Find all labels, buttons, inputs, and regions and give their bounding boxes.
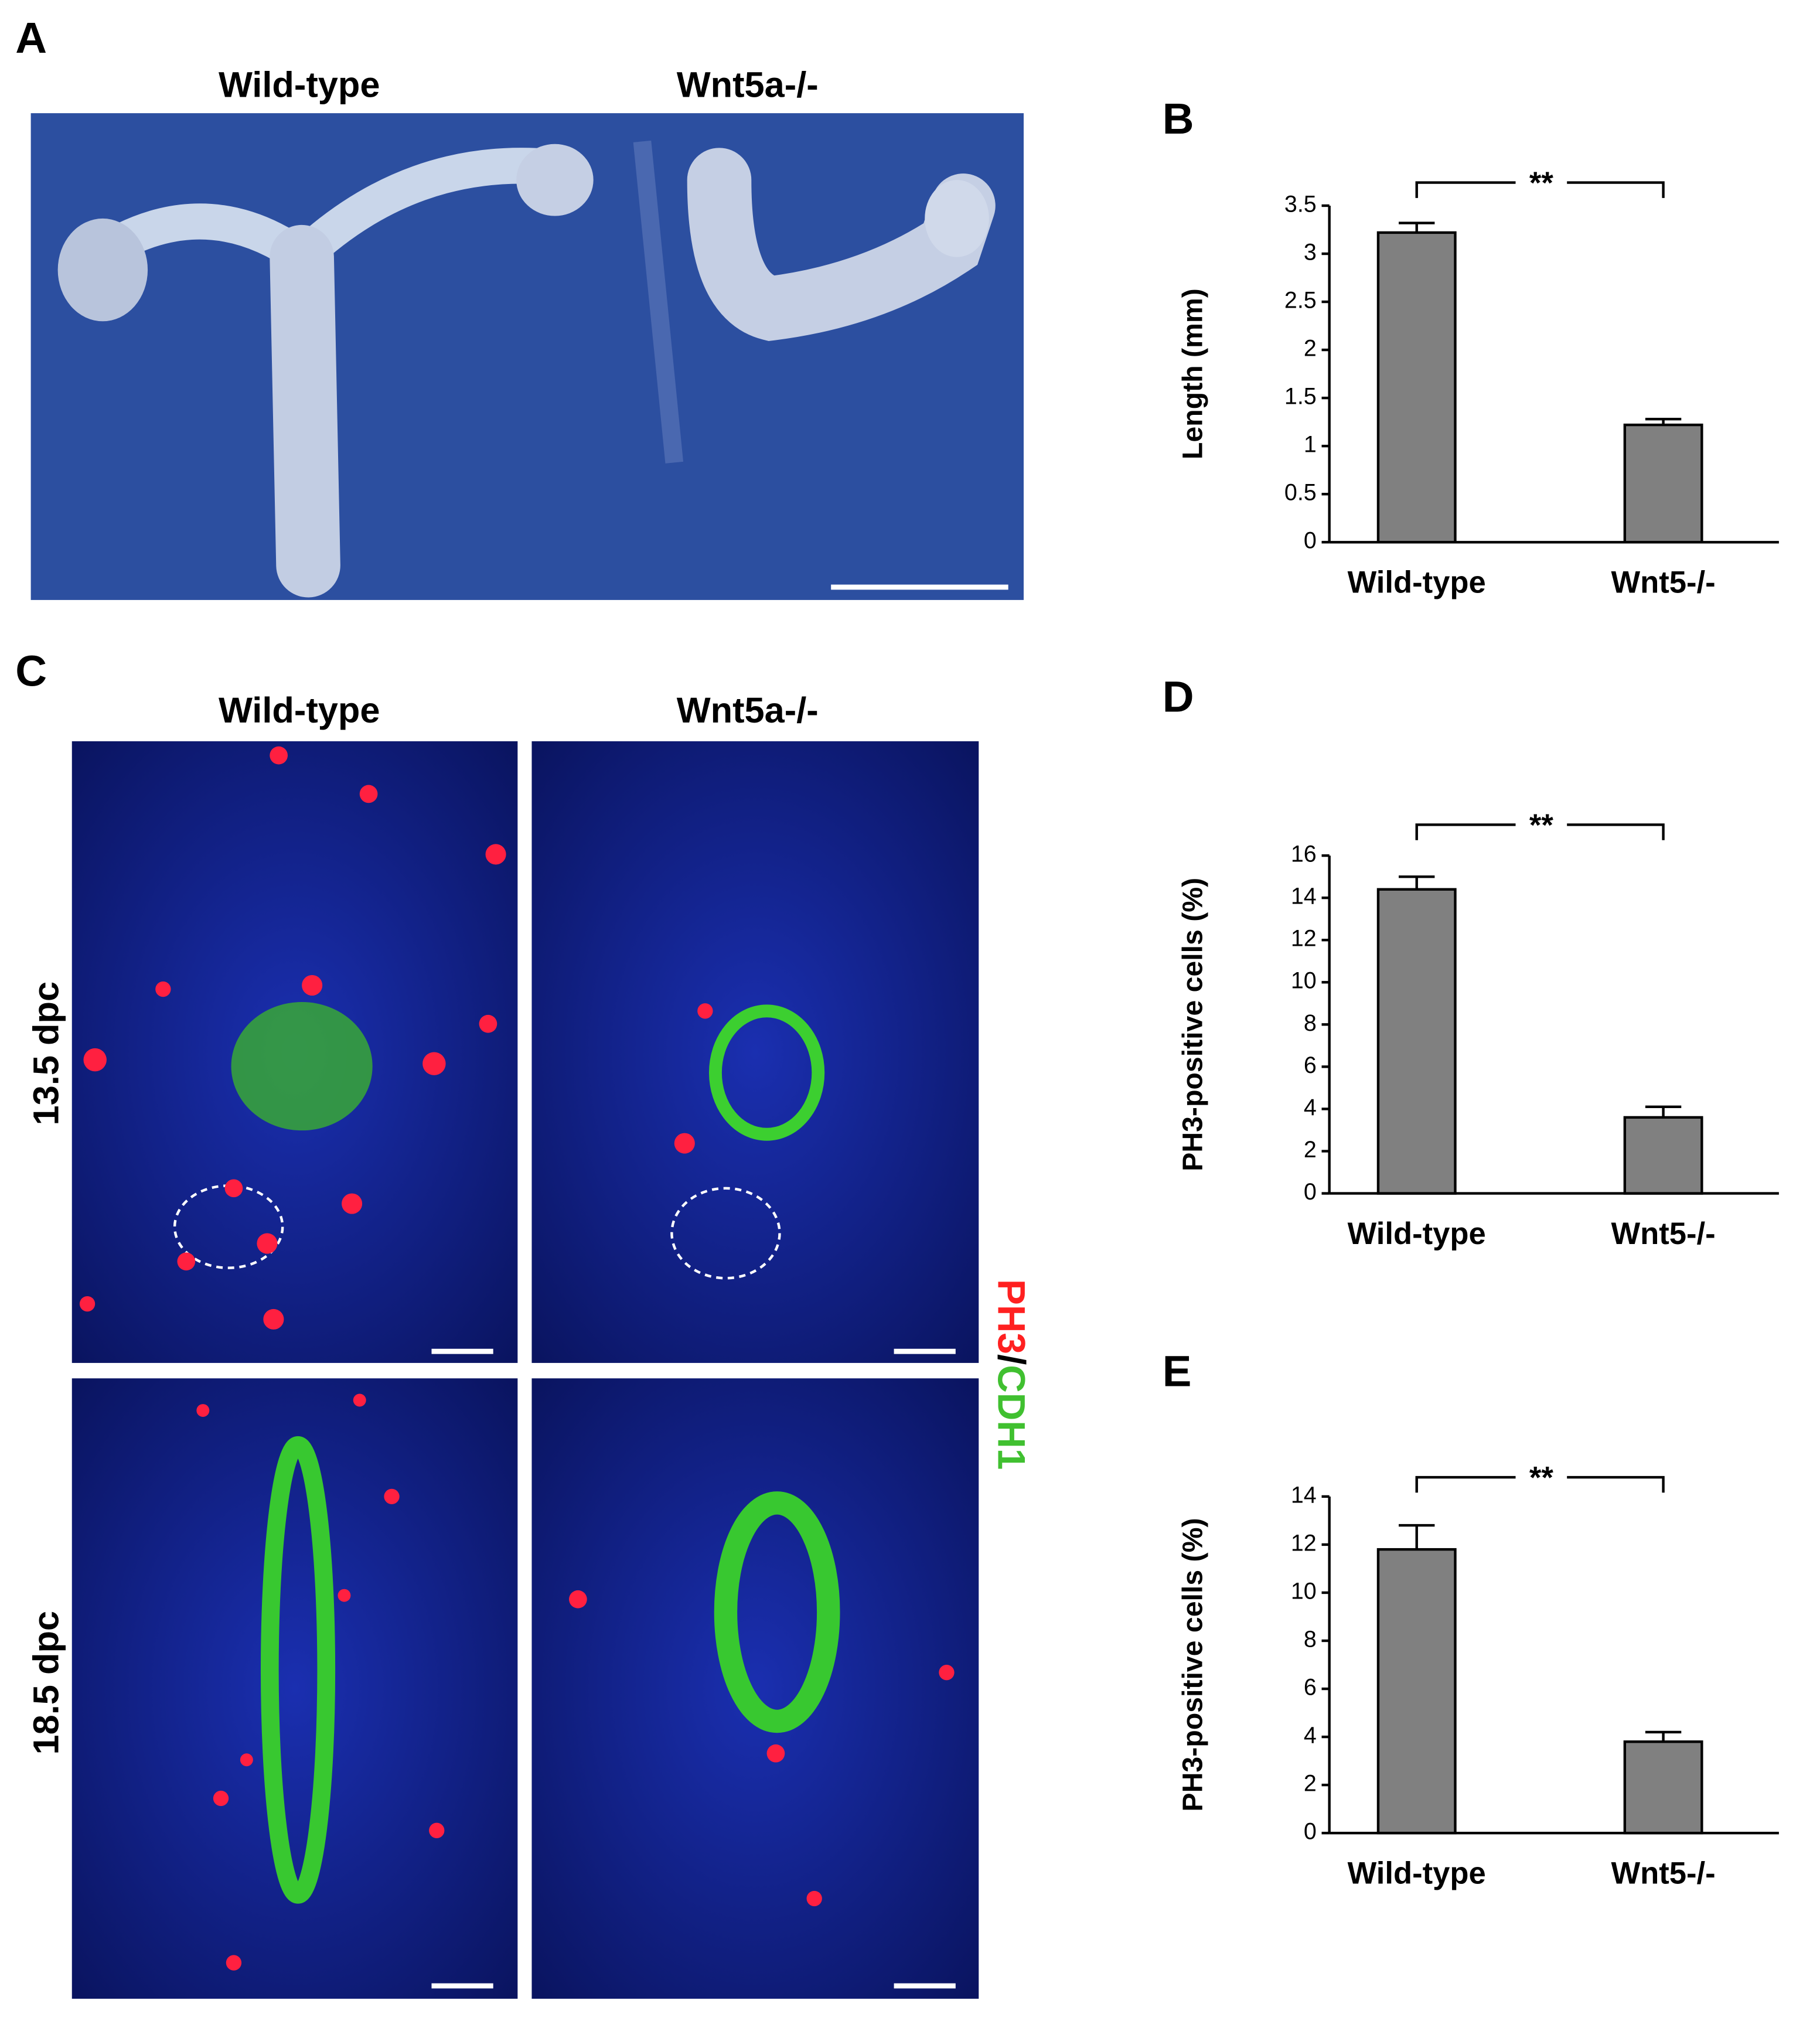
y-tick-label: 3 (1304, 239, 1317, 265)
bar (1623, 1740, 1703, 1835)
y-tick-label: 0.5 (1284, 480, 1317, 506)
bracket-gap (1515, 812, 1567, 838)
column-label: Wild-type (219, 690, 380, 731)
row-label: 13.5 dpc (26, 982, 67, 1126)
y-tick-label: 4 (1304, 1723, 1317, 1749)
stain-label: PH3/CDH1 (990, 1279, 1033, 1470)
y-tick-label: 6 (1304, 1052, 1317, 1078)
y-tick-label: 2.5 (1284, 287, 1317, 313)
photo-a (30, 113, 1024, 600)
panel-label: E (1163, 1347, 1192, 1395)
panel-label: B (1163, 94, 1194, 143)
y-tick-label: 4 (1304, 1095, 1317, 1120)
error-bar (1645, 1105, 1682, 1117)
x-tick-label: Wnt5-/- (1611, 1856, 1715, 1890)
row-label: 18.5 dpc (26, 1611, 67, 1755)
stain: PH3 (990, 1279, 1033, 1354)
y-tick-label: 0 (1304, 528, 1317, 554)
y-tick-label: 3.5 (1284, 191, 1317, 217)
y-tick-label: 8 (1304, 1626, 1317, 1652)
x-tick-label: Wild-type (1348, 1216, 1486, 1251)
panel-label: D (1163, 673, 1194, 721)
y-axis-label: PH3-positive cells (%) (1177, 1518, 1208, 1811)
y-tick-label: 10 (1291, 1578, 1317, 1604)
error-bar (1645, 1730, 1682, 1742)
panel-label: A (15, 13, 47, 62)
annotation: ** (1529, 166, 1553, 200)
y-axis-label: Length (mm) (1177, 288, 1208, 459)
column-label: Wild-type (219, 65, 380, 105)
x-tick-label: Wnt5-/- (1611, 565, 1715, 599)
y-tick-label: 0 (1304, 1179, 1317, 1205)
y-tick-label: 2 (1304, 1137, 1317, 1163)
y-tick-label: 6 (1304, 1674, 1317, 1700)
y-tick-label: 2 (1304, 1771, 1317, 1797)
y-tick-label: 1 (1304, 432, 1317, 458)
error-bar (1399, 1524, 1435, 1550)
y-tick-label: 16 (1291, 841, 1317, 867)
y-tick-label: 1.5 (1284, 384, 1317, 410)
error-bar (1645, 418, 1682, 425)
micrographs (71, 741, 979, 1999)
bracket-gap (1515, 1464, 1567, 1490)
bar (1623, 1116, 1703, 1195)
y-tick-label: 12 (1291, 1530, 1317, 1556)
bar (1376, 231, 1457, 544)
annotation: ** (1529, 808, 1553, 843)
error-bar (1399, 221, 1435, 233)
y-axis-label: PH3-positive cells (%) (1177, 878, 1208, 1171)
bar (1623, 423, 1703, 544)
y-tick-label: 14 (1291, 1482, 1317, 1508)
x-tick-label: Wild-type (1348, 1856, 1486, 1890)
annotation: ** (1529, 1460, 1553, 1495)
x-tick-label: Wnt5-/- (1611, 1216, 1715, 1251)
x-tick-label: Wild-type (1348, 565, 1486, 599)
y-tick-label: 12 (1291, 926, 1317, 952)
column-label: Wnt5a-/- (677, 690, 819, 731)
bar (1376, 888, 1457, 1195)
bracket-gap (1515, 169, 1567, 196)
y-tick-label: 0 (1304, 1819, 1317, 1845)
y-tick-label: 8 (1304, 1010, 1317, 1036)
y-tick-label: 14 (1291, 884, 1317, 909)
column-label: Wnt5a-/- (677, 65, 819, 105)
error-bar (1399, 875, 1435, 890)
y-tick-label: 10 (1291, 968, 1317, 994)
y-tick-label: 2 (1304, 336, 1317, 362)
stain: / (990, 1354, 1033, 1365)
stain: CDH1 (990, 1365, 1033, 1470)
panel-label: C (15, 647, 47, 696)
bar (1376, 1548, 1457, 1835)
